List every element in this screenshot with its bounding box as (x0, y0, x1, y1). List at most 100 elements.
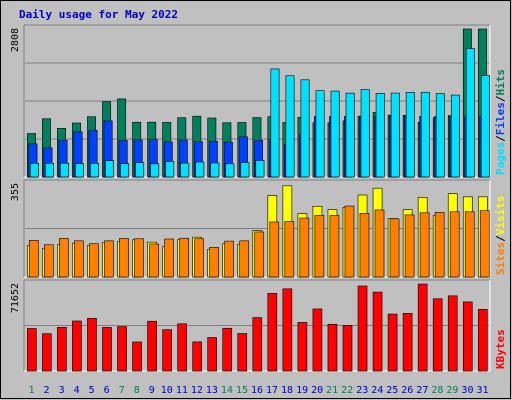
bar-pages-day-8 (135, 162, 145, 178)
bar-kbytes-day-28 (432, 298, 443, 372)
legend-item-hits: Hits (494, 69, 507, 96)
bar-kbytes-day-13 (207, 337, 218, 372)
bar-pages-day-29 (450, 94, 460, 178)
bar-sites-day-13 (209, 247, 219, 278)
bar-kbytes-day-25 (387, 313, 398, 372)
bar-pages-day-19 (300, 79, 310, 178)
bar-kbytes-day-7 (117, 326, 127, 372)
bar-kbytes-day-27 (417, 283, 428, 372)
bar-sites-day-18 (284, 221, 295, 278)
panel-top-max-label: 2808 (10, 28, 21, 52)
bar-sites-day-28 (434, 211, 445, 278)
panel-middle-max-label: 355 (10, 183, 21, 201)
bar-sites-day-16 (254, 231, 265, 278)
x-tick-label-day-1: 1 (29, 385, 35, 396)
x-tick-label-day-9: 9 (149, 385, 155, 396)
x-tick-label-day-24: 24 (371, 385, 383, 396)
legend-item-visits: Visits (494, 196, 507, 236)
bar-kbytes-day-23 (357, 285, 368, 372)
bar-kbytes-day-2 (42, 333, 52, 372)
bar-pages-day-31 (480, 75, 490, 178)
bar-pages-day-13 (210, 162, 220, 178)
bar-pages-day-4 (75, 163, 84, 178)
bar-sites-day-10 (164, 238, 174, 278)
bar-pages-day-14 (225, 163, 235, 178)
bar-pages-day-9 (150, 163, 160, 178)
legend-item-separator: / (494, 235, 507, 242)
panel-middle-legend: Sites/Visits (494, 196, 507, 276)
bar-sites-day-25 (389, 218, 400, 278)
x-tick-label-day-14: 14 (221, 385, 233, 396)
bar-kbytes-day-26 (402, 313, 413, 372)
bar-kbytes-day-20 (312, 308, 323, 372)
bar-sites-day-2 (43, 244, 54, 278)
bar-kbytes-day-5 (87, 317, 97, 372)
bar-sites-day-24 (374, 209, 385, 278)
bar-sites-day-9 (149, 243, 159, 278)
bar-sites-day-20 (314, 215, 325, 278)
x-tick-label-day-31: 31 (476, 385, 488, 396)
bar-pages-day-15 (240, 162, 250, 178)
bar-kbytes-day-29 (447, 295, 458, 372)
bar-sites-day-15 (239, 240, 250, 278)
x-tick-label-day-25: 25 (386, 385, 398, 396)
bar-kbytes-day-12 (192, 341, 202, 372)
bar-kbytes-day-9 (147, 320, 157, 372)
bar-sites-day-31 (479, 210, 490, 278)
bar-kbytes-day-16 (252, 317, 263, 372)
bar-pages-day-28 (435, 93, 445, 178)
legend-item-separator: / (494, 135, 507, 142)
bar-kbytes-day-10 (162, 329, 172, 372)
bar-pages-day-27 (420, 91, 430, 178)
panel-middle: 355 Sites/Visits (10, 179, 507, 278)
legend-item-kbytes: KBytes (494, 329, 507, 369)
x-tick-label-day-7: 7 (119, 385, 125, 396)
x-tick-label-day-8: 8 (134, 385, 140, 396)
panel-bottom-legend: KBytes (494, 329, 507, 369)
bar-pages-day-23 (360, 89, 370, 178)
x-tick-label-day-28: 28 (431, 385, 443, 396)
x-tick-label-day-16: 16 (251, 385, 263, 396)
x-tick-label-day-19: 19 (296, 385, 308, 396)
bar-pages-day-20 (315, 90, 325, 178)
bar-kbytes-day-19 (297, 322, 308, 372)
x-tick-label-day-20: 20 (311, 385, 323, 396)
x-tick-label-day-29: 29 (446, 385, 458, 396)
bar-kbytes-day-18 (282, 288, 293, 372)
bar-pages-day-21 (330, 90, 340, 178)
x-tick-label-day-3: 3 (59, 385, 65, 396)
bar-kbytes-day-1 (27, 328, 37, 372)
bar-sites-day-27 (419, 212, 430, 278)
bar-kbytes-day-8 (132, 341, 142, 372)
bar-kbytes-day-21 (327, 323, 338, 372)
bar-pages-day-7 (120, 163, 130, 178)
bar-kbytes-day-3 (57, 326, 67, 372)
bar-sites-day-4 (74, 240, 84, 278)
bar-kbytes-day-14 (222, 327, 233, 372)
x-tick-label-day-10: 10 (161, 385, 173, 396)
bar-pages-day-11 (180, 162, 190, 178)
x-tick-label-day-17: 17 (266, 385, 278, 396)
x-tick-label-day-18: 18 (281, 385, 293, 396)
bar-sites-day-12 (194, 238, 204, 278)
x-tick-label-day-5: 5 (89, 385, 95, 396)
bar-kbytes-day-17 (267, 292, 278, 372)
bar-pages-day-1 (30, 163, 39, 178)
bar-pages-day-30 (465, 48, 475, 178)
bar-sites-day-14 (224, 240, 234, 278)
x-tick-label-day-27: 27 (416, 385, 428, 396)
panel-bottom-max-label: 71652 (10, 283, 21, 313)
bar-sites-day-5 (89, 243, 99, 278)
x-tick-label-day-26: 26 (401, 385, 413, 396)
bar-kbytes-day-6 (102, 327, 112, 372)
bar-sites-day-23 (359, 213, 370, 278)
bar-sites-day-11 (179, 237, 189, 278)
x-tick-label-day-6: 6 (104, 385, 110, 396)
x-tick-label-day-2: 2 (44, 385, 50, 396)
bar-pages-day-2 (45, 163, 54, 178)
bar-pages-day-26 (405, 92, 415, 178)
bar-sites-day-3 (59, 238, 69, 278)
bar-pages-day-17 (270, 68, 280, 178)
